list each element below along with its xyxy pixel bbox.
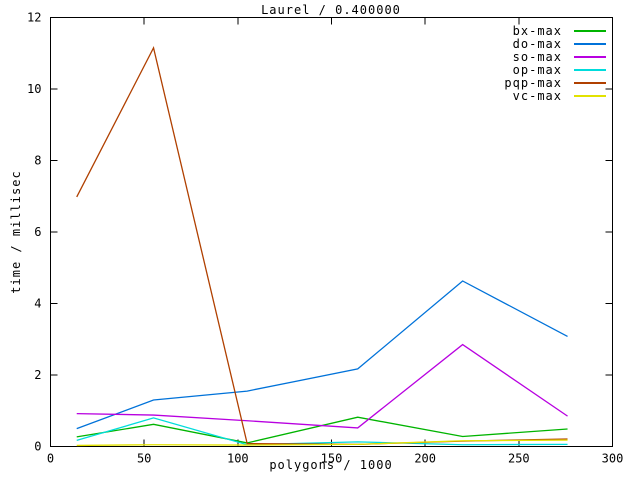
legend-item-bx-max: bx-max: [504, 25, 606, 37]
legend-line-sample: [574, 43, 606, 45]
series-line-pqp-max: [76, 46, 568, 446]
x-axis-label: polygons / 1000: [269, 458, 393, 472]
series-line-do-max: [76, 280, 568, 430]
series-line-op-max: [76, 417, 568, 446]
legend-label: do-max: [512, 37, 562, 51]
legend-item-op-max: op-max: [504, 64, 606, 76]
x-tick-label: 150: [321, 452, 343, 466]
y-tick-label: 12: [27, 11, 41, 25]
legend-line-sample: [574, 82, 606, 84]
x-tick-label: 0: [47, 452, 54, 466]
legend-label: op-max: [512, 63, 562, 77]
y-axis-label: time / millisec: [9, 170, 23, 294]
y-tick-label: 8: [34, 154, 41, 168]
x-tick-label: 250: [508, 452, 530, 466]
legend-line-sample: [574, 30, 606, 32]
legend-label: vc-max: [512, 89, 562, 103]
legend-item-so-max: so-max: [504, 51, 606, 63]
legend-line-sample: [574, 69, 606, 71]
legend-item-pqp-max: pqp-max: [504, 77, 606, 89]
y-tick-label: 2: [34, 368, 41, 382]
x-tick-label: 200: [414, 452, 436, 466]
series-line-bx-max: [76, 416, 568, 444]
y-tick-label: 6: [34, 225, 41, 239]
legend-line-sample: [574, 56, 606, 58]
chart-title: Laurel / 0.400000: [261, 3, 401, 17]
y-tick-label: 4: [34, 297, 41, 311]
x-tick-label: 50: [137, 452, 151, 466]
legend-line-sample: [574, 95, 606, 97]
x-tick-label: 300: [602, 452, 624, 466]
legend-label: bx-max: [512, 24, 562, 38]
y-tick-label: 0: [34, 440, 41, 454]
legend-label: pqp-max: [504, 76, 562, 90]
legend: bx-max do-max so-max op-max pqp-max vc-max: [504, 25, 606, 102]
series-line-vc-max: [76, 439, 568, 447]
x-tick-label: 100: [227, 452, 249, 466]
legend-item-do-max: do-max: [504, 38, 606, 50]
legend-label: so-max: [512, 50, 562, 64]
y-tick-label: 10: [27, 82, 41, 96]
series-line-so-max: [76, 343, 568, 429]
legend-item-vc-max: vc-max: [504, 90, 606, 102]
